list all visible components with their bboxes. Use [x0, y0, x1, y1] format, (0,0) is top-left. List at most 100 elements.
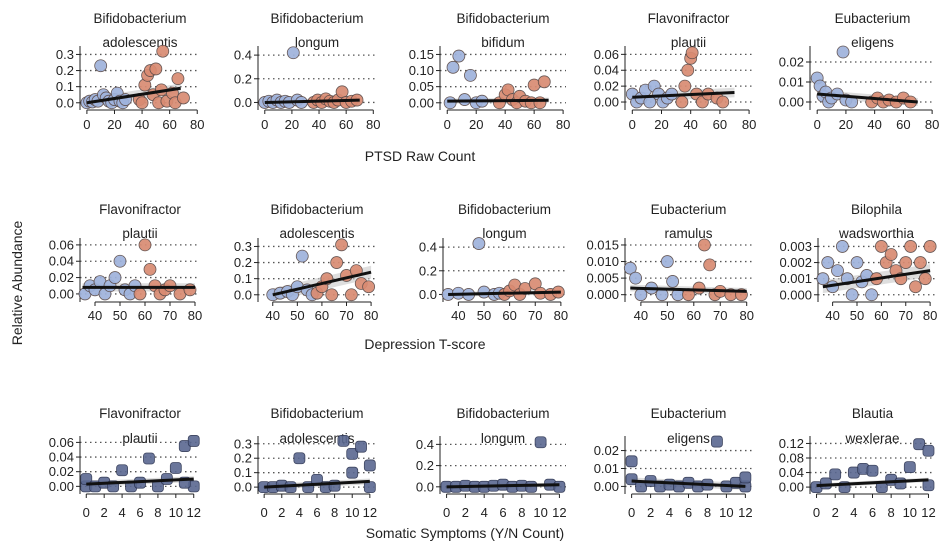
x-tick-label: 2	[101, 505, 108, 520]
x-tick-label: 50	[660, 308, 674, 323]
y-tick-label: 0.00	[594, 479, 619, 494]
x-tick-label: 60	[874, 308, 888, 323]
x-tick-label: 80	[923, 308, 937, 323]
x-tick-label: 60	[527, 117, 541, 132]
x-tick-label: 6	[869, 505, 876, 520]
x-tick-label: 6	[313, 505, 320, 520]
data-point	[135, 96, 149, 110]
data-point	[156, 44, 170, 58]
fit-line	[272, 270, 372, 297]
data-point	[904, 240, 918, 253]
fit-line	[630, 286, 747, 293]
y-tick-label: 0.2	[234, 71, 252, 86]
x-tick-label: 60	[315, 308, 329, 323]
x-tick-label: 6	[136, 505, 143, 520]
x-tick-label: 40	[634, 308, 648, 323]
x-tick-label: 60	[162, 117, 176, 132]
x-tick-label: 40	[825, 308, 839, 323]
x-tick-label: 80	[366, 117, 380, 132]
panel-title-line2: eligens	[667, 431, 710, 446]
data-point	[913, 256, 927, 269]
data-point	[692, 281, 706, 295]
panel-4: Flavonifractor plautii 0.000.020.040.06 0 20…	[594, 11, 757, 132]
data-point	[918, 272, 932, 286]
data-point	[346, 466, 359, 479]
x-tick-label: 12	[186, 505, 200, 520]
panel-title-line2: wexlerae	[844, 431, 899, 446]
fit-line	[264, 98, 360, 104]
y-tick-label: 0.3	[56, 47, 74, 62]
y-tick-label: 0.4	[416, 437, 434, 452]
fit-line	[447, 98, 549, 103]
data-point	[325, 288, 339, 302]
panel-7: Bifidobacterium adolescentis 0.00.10.20.3 4…	[234, 202, 378, 323]
y-tick-label: 0.00	[594, 95, 619, 110]
x-tick-label: 10	[903, 505, 917, 520]
panel-5: Eubacterium eligens 0.00 0.01 0.02 0 20 40 60 80	[779, 11, 940, 132]
data-point	[363, 459, 376, 472]
panel-title-line1: Eubacterium	[835, 11, 911, 26]
y-tick-label: 0.001	[779, 271, 812, 286]
panel-title-line1: Bifidobacterium	[456, 11, 549, 26]
data-point	[464, 68, 477, 82]
y-tick-label: 0.00	[49, 479, 74, 494]
y-tick-label: 0.000	[586, 287, 619, 302]
fit-line	[631, 479, 746, 488]
fit-line	[264, 479, 370, 489]
y-tick-label: 0.04	[49, 450, 74, 465]
x-tick-label: 60	[713, 117, 727, 132]
y-tick-label: 0.02	[594, 443, 619, 458]
x-tick-label: 6	[499, 505, 506, 520]
x-axis-label-row-3: Somatic Symptoms (Y/N Count)	[366, 525, 564, 541]
panel-title-line1: Bilophila	[851, 202, 903, 217]
x-tick-label: 80	[925, 117, 939, 132]
data-point	[443, 96, 457, 110]
x-tick-label: 12	[738, 505, 752, 520]
y-tick-label: 0.06	[49, 237, 74, 252]
y-tick-label: 0.2	[419, 263, 437, 278]
y-tick-label: 0.04	[49, 254, 74, 269]
y-tick-label: 0.06	[49, 435, 74, 450]
y-tick-label: 0.10	[409, 63, 434, 78]
panel-title-line1: Flavonifractor	[99, 406, 181, 421]
data-point	[625, 455, 638, 468]
y-tick-label: 0.02	[49, 270, 74, 285]
x-tick-label: 2	[278, 505, 285, 520]
y-tick-label: 0.3	[234, 436, 252, 451]
data-point	[816, 272, 830, 286]
x-tick-label: 0	[83, 505, 90, 520]
x-tick-label: 50	[113, 308, 127, 323]
data-point	[903, 461, 916, 473]
x-tick-label: 60	[138, 308, 152, 323]
x-tick-label: 20	[469, 117, 483, 132]
data-point	[143, 263, 157, 276]
x-tick-label: 60	[896, 117, 910, 132]
x-tick-label: 40	[135, 117, 149, 132]
fit-line	[822, 269, 931, 289]
data-point	[739, 471, 752, 484]
data-point	[293, 452, 306, 465]
data-point	[171, 72, 185, 86]
x-tick-label: 70	[713, 308, 727, 323]
data-point	[666, 275, 680, 288]
data-point	[711, 435, 723, 448]
panel-title-line2: plautii	[671, 35, 706, 50]
x-tick-label: 0	[261, 117, 268, 132]
panel-title-line1: Eubacterium	[651, 406, 727, 421]
y-tick-label: 0.0	[234, 95, 252, 110]
y-tick-label: 0.05	[409, 79, 434, 94]
data-point	[850, 256, 864, 269]
y-tick-label: 0.2	[56, 63, 74, 78]
panel-3: Bifidobacterium bifidum 0.000.050.100.15 0 2…	[409, 11, 571, 132]
x-tick-label: 50	[477, 308, 491, 323]
data-point	[286, 46, 300, 60]
x-tick-label: 12	[552, 505, 566, 520]
panel-2: Bifidobacterium longum 0.0 0.2 0.4 0 20 40 60 80	[234, 11, 381, 132]
x-tick-label: 80	[554, 308, 568, 323]
y-tick-label: 0.2	[234, 255, 252, 270]
x-tick-label: 0	[83, 117, 90, 132]
y-tick-label: 0.04	[779, 465, 804, 480]
data-point	[149, 62, 163, 76]
y-axis-label: Relative Abundance	[9, 221, 25, 346]
